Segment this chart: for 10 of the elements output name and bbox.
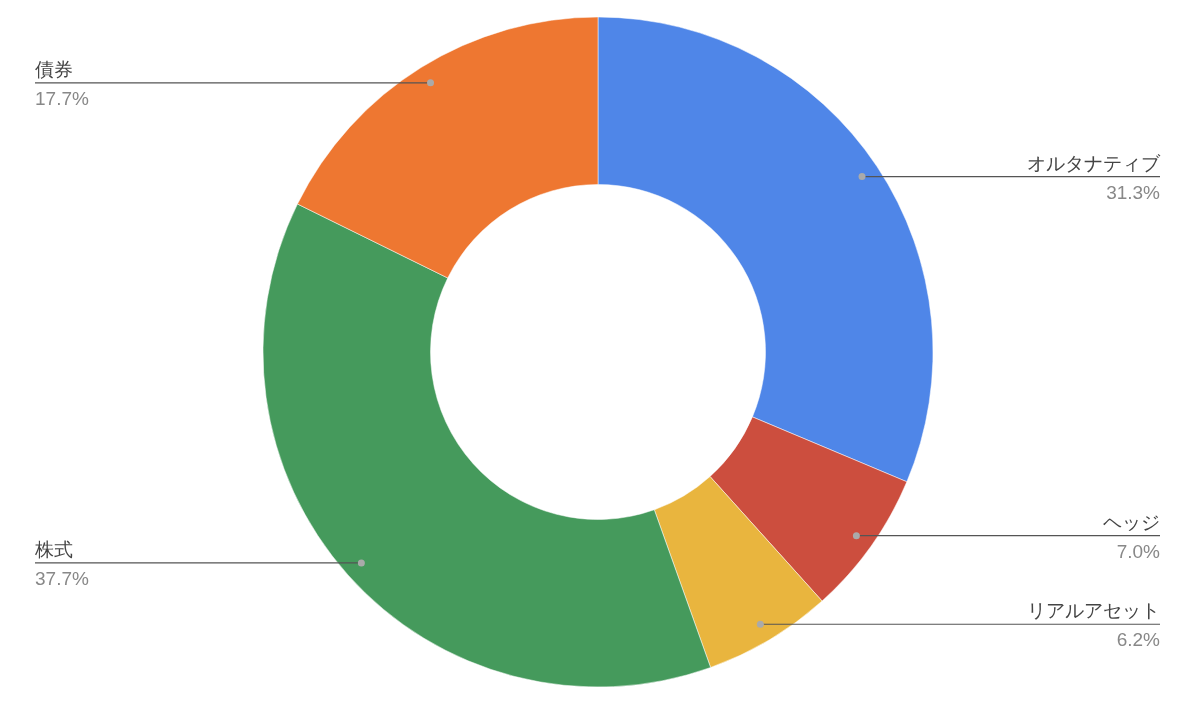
data-label: 37.7% bbox=[35, 567, 89, 589]
slice-label: リアルアセット bbox=[1027, 599, 1160, 622]
slice-label: 株式 bbox=[34, 537, 73, 560]
slice-label: 債券 bbox=[35, 57, 73, 80]
slice-label: オルタナティブ bbox=[1027, 151, 1161, 174]
data-label: 17.7% bbox=[35, 87, 89, 109]
data-label: 7.0% bbox=[1116, 540, 1161, 562]
data-label: 31.3% bbox=[1106, 181, 1161, 203]
slice-label: ヘッジ bbox=[1103, 510, 1160, 533]
data-label: 6.2% bbox=[1116, 629, 1161, 651]
